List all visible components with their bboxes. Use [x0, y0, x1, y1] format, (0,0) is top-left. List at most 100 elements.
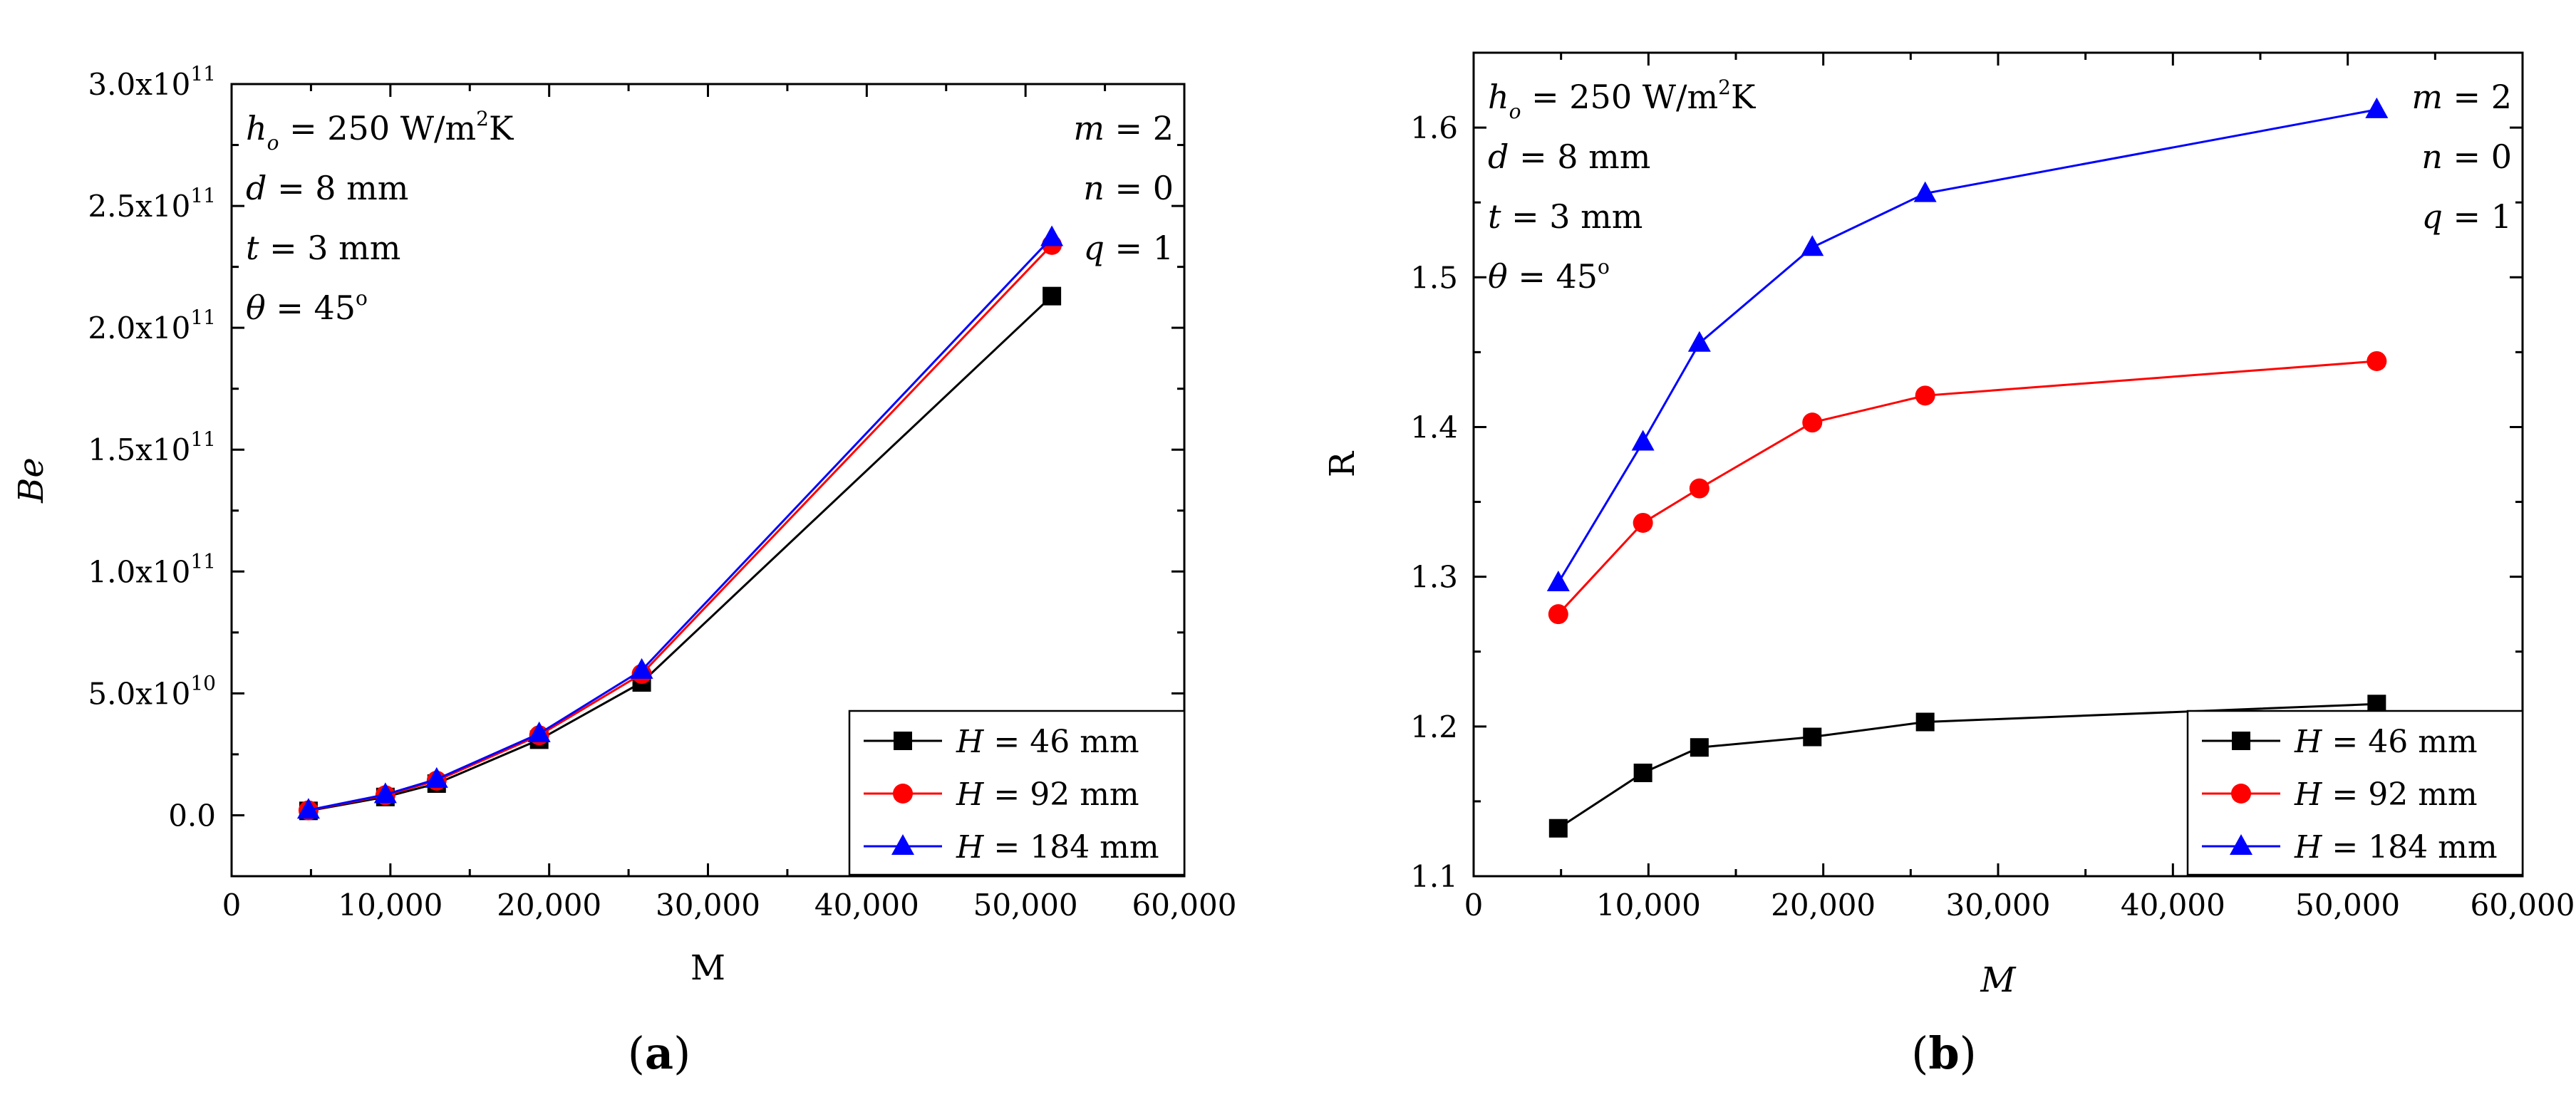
- text-part: o: [356, 286, 368, 310]
- text-part: H: [2294, 829, 2323, 866]
- data-point: [1802, 412, 1823, 433]
- annotation-t: t = 3 mm: [1488, 197, 1643, 236]
- text-part: = 1: [2443, 197, 2512, 236]
- y-tick-label: 3.0x1011: [88, 62, 216, 102]
- y-tick-label: 0.0: [168, 798, 216, 833]
- data-point: [425, 766, 448, 788]
- text-part: n: [1083, 169, 1105, 207]
- x-tick-label: 0: [1464, 888, 1484, 922]
- text-part: 3.0x10: [88, 67, 190, 102]
- text-part: 10: [190, 671, 216, 695]
- text-part: H: [956, 829, 985, 866]
- y-tick-label: 2.0x1011: [88, 306, 216, 345]
- text-part: = 46 mm: [2322, 724, 2477, 760]
- data-point: [1633, 512, 1653, 533]
- text-part: = 1: [1105, 229, 1174, 267]
- text-part: H: [2294, 724, 2323, 760]
- y-tick-label: 5.0x1010: [88, 671, 216, 711]
- data-point: [1546, 571, 1570, 592]
- data-point: [296, 798, 320, 819]
- text-part: = 46 mm: [983, 724, 1139, 760]
- legend-label: H = 92 mm: [2294, 776, 2478, 813]
- x-tick-label: 10,000: [1596, 888, 1701, 922]
- text-part: = 8 mm: [267, 169, 408, 207]
- data-point: [1803, 727, 1822, 747]
- text-part: 0: [1464, 888, 1484, 922]
- x-tick-label: 50,000: [2295, 888, 2400, 922]
- series-line: [1557, 702, 2377, 829]
- paren-open: (: [1911, 1027, 1928, 1079]
- text-part: 20,000: [1771, 888, 1876, 922]
- x-tick-label: 20,000: [497, 888, 601, 922]
- annotation-n: n = 0: [2421, 137, 2512, 176]
- x-tick-label: 30,000: [1946, 888, 2051, 922]
- annotation-t: t = 3 mm: [246, 229, 400, 267]
- y-tick-label: 1.3: [1410, 560, 1458, 595]
- text-part: d: [1488, 137, 1509, 176]
- text-part: d: [246, 169, 267, 207]
- text-part: 60,000: [1132, 888, 1237, 922]
- text-part: 1.6: [1410, 110, 1458, 145]
- series-triangle: [296, 225, 1064, 819]
- text-part: a: [645, 1027, 673, 1079]
- text-part: 50,000: [2295, 888, 2400, 922]
- series-line: [308, 237, 1053, 811]
- x-tick-label: 40,000: [814, 888, 919, 922]
- text-part: 1.5x10: [88, 432, 190, 467]
- y-tick-label: 2.5x1011: [88, 184, 216, 224]
- text-part: θ: [246, 289, 266, 327]
- text-part: = 45: [1508, 257, 1598, 296]
- annotation-h: ho = 250 W/m2K: [246, 107, 514, 155]
- series-line: [1557, 108, 2377, 583]
- data-point: [1548, 818, 1568, 838]
- y-tick-label: 1.1: [1410, 859, 1458, 894]
- y-axis-title: Be: [11, 457, 51, 504]
- text-part: q: [1083, 229, 1104, 267]
- legend: H = 46 mmH = 92 mmH = 184 mm: [2186, 710, 2524, 876]
- text-part: K: [1731, 78, 1757, 116]
- legend-marker: [2232, 732, 2250, 750]
- series-line: [308, 295, 1053, 812]
- data-point: [2366, 350, 2387, 371]
- legend-marker: [894, 732, 912, 750]
- text-part: m: [2411, 78, 2443, 116]
- text-part: 1.4: [1410, 410, 1458, 445]
- series-triangle: [1546, 97, 2389, 592]
- text-part: 0: [222, 888, 242, 922]
- text-part: H: [2294, 776, 2323, 813]
- text-part: 1.2: [1410, 710, 1458, 744]
- x-tick-label: 30,000: [656, 888, 760, 922]
- text-part: 0.0: [168, 798, 216, 833]
- annotation-m: m = 2: [2411, 78, 2512, 116]
- annotation-d: d = 8 mm: [1488, 137, 1650, 176]
- x-axis-title: M: [1980, 960, 2017, 1000]
- text-part: 30,000: [1946, 888, 2051, 922]
- text-part: = 2: [2443, 78, 2512, 116]
- text-part: t: [246, 229, 259, 267]
- text-part: b: [1928, 1027, 1959, 1079]
- text-part: h: [246, 109, 267, 147]
- text-part: 11: [190, 549, 216, 573]
- text-part: 30,000: [656, 888, 760, 922]
- legend-label: H = 184 mm: [2294, 829, 2498, 866]
- text-part: = 92 mm: [2322, 776, 2477, 813]
- text-part: 10,000: [1596, 888, 1701, 922]
- text-part: θ: [1488, 257, 1508, 296]
- text-part: = 184 mm: [983, 829, 1159, 866]
- data-point: [1913, 181, 1937, 202]
- data-point: [1633, 763, 1652, 782]
- text-part: M: [1980, 960, 2017, 1000]
- paren-open: (: [628, 1027, 645, 1079]
- y-tick-label: 1.4: [1410, 410, 1458, 445]
- text-part: m: [1073, 109, 1105, 147]
- data-point: [373, 782, 397, 804]
- annotation-q: q = 1: [1083, 229, 1174, 267]
- text-part: 5.0x10: [88, 676, 190, 711]
- legend-marker: [891, 834, 914, 855]
- text-part: 11: [190, 184, 216, 207]
- legend-marker: [893, 784, 913, 804]
- legend-label: H = 46 mm: [956, 724, 1139, 760]
- text-part: = 3 mm: [259, 229, 401, 267]
- annotation-theta: θ = 45o: [1488, 255, 1610, 296]
